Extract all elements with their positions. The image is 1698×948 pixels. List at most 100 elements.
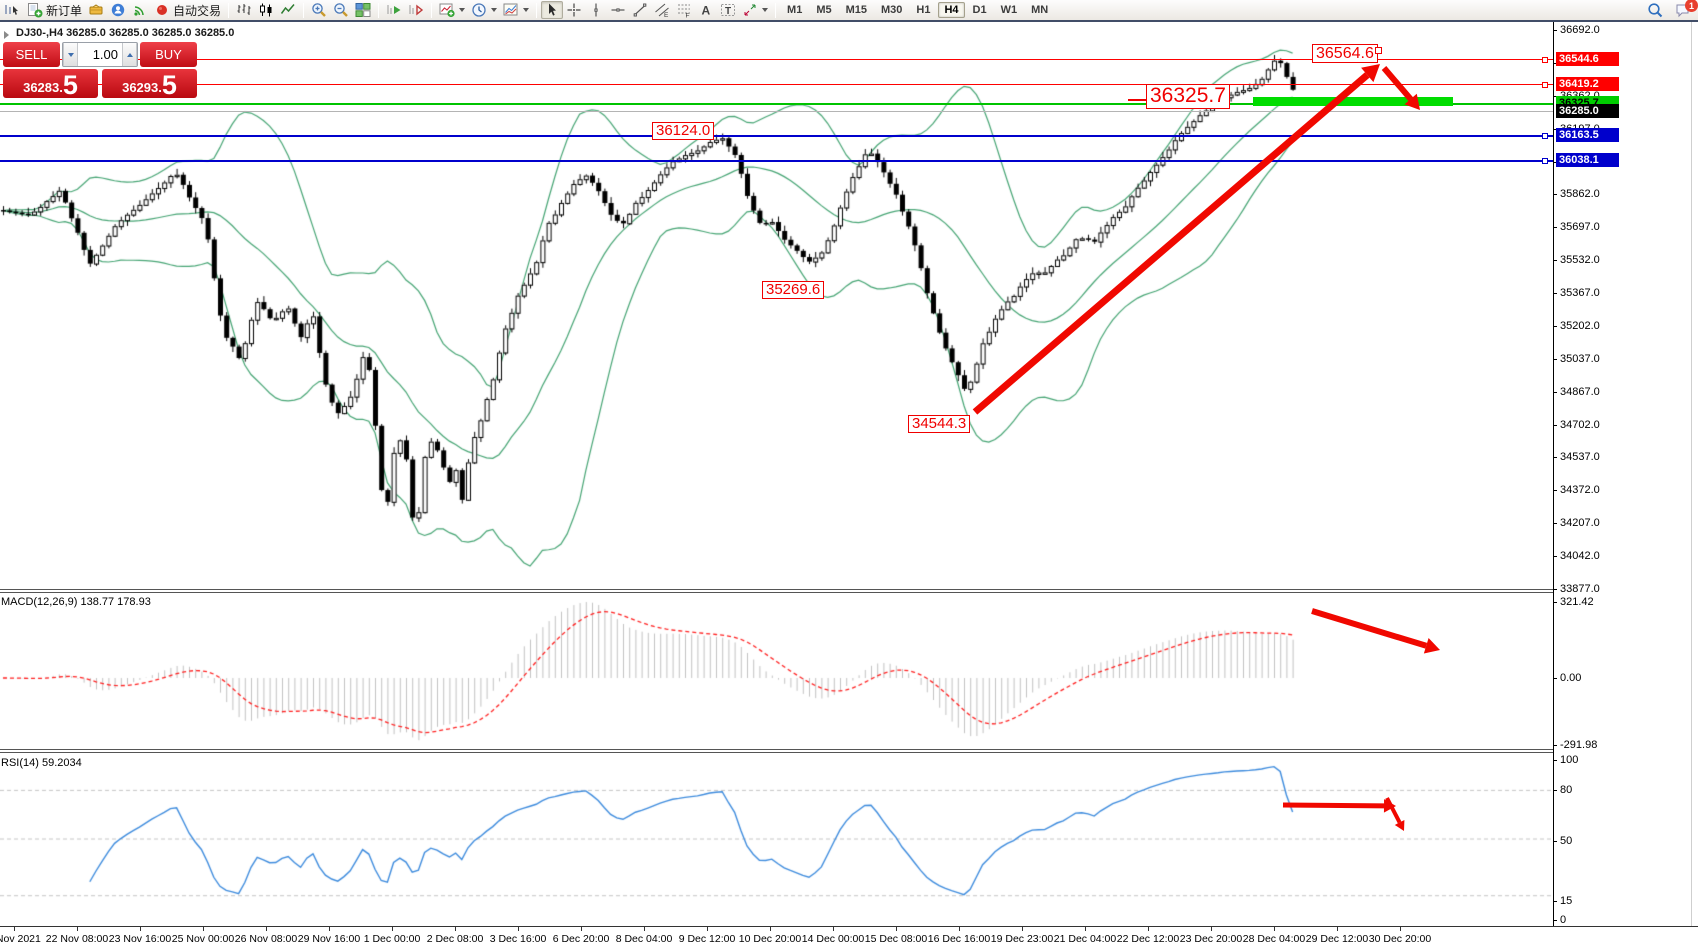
buy-price-display[interactable]: 36293. 5 [102,69,197,99]
hline-36419.2[interactable] [0,84,1553,85]
timeframe-h4-button[interactable]: H4 [938,2,965,18]
time-axis-tickmark [896,927,897,931]
rsi-indicator-canvas[interactable] [0,754,1553,926]
toolbar-period-button[interactable] [468,1,500,19]
hline-36325.7[interactable] [0,103,1553,105]
volume-increase-button[interactable] [122,43,137,66]
toolbar-hline-button[interactable] [607,1,629,19]
trendline-icon [632,2,648,18]
volume-input[interactable] [78,43,122,66]
timeframe-m15-button[interactable]: M15 [845,4,867,16]
annotation-marker[interactable] [1375,47,1382,54]
hline-36544.6[interactable] [0,59,1553,60]
toolbar-separator [228,2,230,18]
price-annotation-label[interactable]: 36564.6 [1312,44,1378,64]
toolbar-vline-button[interactable] [585,1,607,19]
timeframe-m1-button[interactable]: M1 [787,4,803,16]
toolbar-gold-box-button[interactable] [85,1,107,19]
pane-separator[interactable] [0,592,1553,593]
toolbar-cursor-button[interactable] [541,1,564,19]
pane-separator[interactable] [0,749,1553,750]
rsi-axis-tickmark [1553,841,1557,842]
toolbar-templates-button[interactable] [500,1,532,19]
tile-windows-icon [355,2,371,18]
price-axis-tickmark [1553,194,1557,196]
new-order-icon [27,2,43,18]
rsi-axis-tick: 80 [1560,784,1573,796]
hline-icon [610,2,626,18]
toolbar-chart-cursor-button[interactable] [2,1,24,19]
line-endpoint-handle[interactable] [1542,82,1548,88]
time-axis-tickmark [644,927,645,931]
time-axis-tickmark [329,927,330,931]
chart-window: 36124.0 35269.6 34544.3 36325.7 36564.6 3669… [0,22,1698,948]
timeframe-w1-button[interactable]: W1 [1000,4,1018,16]
price-axis-line [1553,22,1554,926]
toolbar-text-button[interactable]: A [695,1,717,19]
price-level-badge: 36419.2 [1556,77,1619,91]
toolbar-auto-scroll-button[interactable] [383,1,405,19]
time-axis-label: 29 Nov 16:00 [297,933,361,945]
price-annotation-label[interactable]: 36325.7 [1146,84,1230,109]
sell-button[interactable]: SELL [3,42,60,67]
dropdown-caret-icon[interactable] [523,8,530,12]
toolbar-chart-shift-button[interactable] [405,1,427,19]
highlight-band[interactable] [1253,97,1453,106]
toolbar-line-chart-button[interactable] [277,1,299,19]
macd-indicator-canvas[interactable] [0,593,1553,749]
hline-36163.5[interactable] [0,135,1553,137]
line-endpoint-handle[interactable] [1542,57,1548,63]
toolbar-zoom-out-button[interactable] [330,1,352,19]
pane-separator[interactable] [0,589,1553,590]
dropdown-caret-icon[interactable] [491,8,498,12]
toolbar-trendline-button[interactable] [629,1,651,19]
toolbar-community-button[interactable] [107,1,129,19]
time-axis-label: 15 Dec 08:00 [864,933,928,945]
annotation-marker[interactable] [1128,99,1146,101]
bars-chart-icon [236,2,252,18]
toolbar-signals-button[interactable] [129,1,151,19]
price-axis-tick: 35202.0 [1560,319,1600,332]
toolbar-new-order-button[interactable]: 新订单 [24,1,85,19]
timeframe-m5-button[interactable]: M5 [816,4,832,16]
buy-button[interactable]: BUY [140,42,197,67]
line-endpoint-handle[interactable] [1542,158,1548,164]
toolbar-new-chart-button[interactable] [436,1,468,19]
main-chart-canvas[interactable] [0,22,1553,588]
price-axis-tick: 35862.0 [1560,188,1600,201]
pane-separator[interactable] [0,752,1553,753]
toolbar-text-label-button[interactable]: T [717,1,739,19]
toolbar-autotrade-button[interactable]: 自动交易 [151,1,224,19]
toolbar-channel-button[interactable]: E [651,1,673,19]
price-axis-tick: 36692.0 [1560,24,1600,36]
hline-36285.0[interactable] [0,111,1553,112]
toolbar-fibonacci-button[interactable]: F [673,1,695,19]
timeframe-m30-button[interactable]: M30 [881,4,903,16]
time-axis-tickmark [833,927,834,931]
dropdown-caret-icon[interactable] [459,8,466,12]
toolbar-bars-chart-button[interactable] [233,1,255,19]
price-axis-tickmark [1553,30,1557,31]
price-annotation-label[interactable]: 36124.0 [652,122,715,141]
time-axis-label: 29 Dec 12:00 [1305,933,1369,945]
toolbar-candles-chart-button[interactable] [255,1,277,19]
toolbar-arrows-button[interactable] [739,1,771,19]
toolbar-crosshair-button[interactable] [563,1,585,19]
notifications-button[interactable]: 1 [1672,0,1698,19]
crosshair-icon [566,2,582,18]
volume-decrease-button[interactable] [63,43,78,66]
timeframe-mn-button[interactable]: MN [1031,4,1049,16]
dropdown-caret-icon[interactable] [762,8,769,12]
timeframe-h1-button[interactable]: H1 [916,4,931,16]
time-axis-tickmark [266,927,267,931]
autotrade-icon [154,2,170,18]
price-annotation-label[interactable]: 35269.6 [762,281,825,300]
price-annotation-label[interactable]: 34544.3 [908,415,971,434]
search-button[interactable] [1644,1,1666,19]
sell-price-display[interactable]: 36283. 5 [3,69,98,99]
hline-36038.1[interactable] [0,160,1553,162]
timeframe-d1-button[interactable]: D1 [972,4,987,16]
toolbar-tile-windows-button[interactable] [352,1,374,19]
line-endpoint-handle[interactable] [1542,133,1548,139]
toolbar-zoom-in-button[interactable] [308,1,330,19]
